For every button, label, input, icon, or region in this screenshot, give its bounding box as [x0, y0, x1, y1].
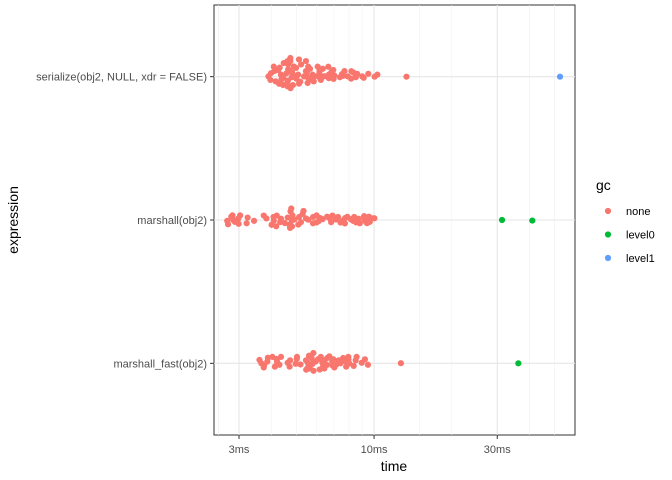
data-point-none — [250, 217, 258, 224]
legend-key-level1 — [604, 254, 612, 262]
data-point-none — [283, 70, 290, 77]
data-point-none — [297, 361, 304, 368]
data-point-level0 — [515, 360, 522, 367]
legend-key-none — [604, 207, 612, 215]
data-point-none — [364, 361, 372, 368]
points — [224, 54, 564, 374]
x-tick-label: 10ms — [361, 444, 388, 456]
data-point-none — [325, 63, 332, 70]
data-point-none — [295, 56, 303, 63]
legend-entries: none level0 level1 — [604, 206, 655, 265]
data-point-none — [268, 221, 275, 228]
data-point-none — [304, 79, 311, 87]
legend-label-level1: level1 — [626, 253, 655, 265]
data-point-none — [316, 366, 323, 373]
y-tick-label: serialize(obj2, NULL, xdr = FALSE) — [36, 72, 207, 84]
data-point-none — [286, 224, 294, 231]
data-point-none — [298, 61, 305, 68]
data-point-none — [332, 216, 340, 223]
data-point-none — [308, 354, 315, 362]
data-point-none — [273, 223, 280, 230]
data-point-none — [285, 61, 292, 68]
legend: gc none level0 level1 — [596, 177, 655, 265]
data-point-none — [267, 76, 274, 84]
data-point-none — [371, 215, 378, 222]
data-point-none — [310, 367, 317, 374]
data-point-none — [336, 74, 344, 81]
data-point-none — [350, 362, 357, 370]
data-point-none — [287, 85, 294, 92]
data-point-none — [331, 364, 338, 371]
data-point-none — [271, 363, 278, 370]
data-point-none — [302, 57, 310, 65]
data-point-none — [365, 70, 372, 77]
data-point-none — [341, 220, 348, 227]
data-point-none — [286, 363, 293, 370]
data-point-level1 — [556, 73, 564, 80]
data-point-none — [358, 359, 365, 366]
data-point-none — [371, 73, 378, 80]
data-point-none — [303, 366, 310, 373]
data-point-none — [403, 73, 410, 80]
data-point-none — [279, 81, 287, 89]
data-point-none — [310, 78, 317, 85]
data-point-level0 — [498, 216, 506, 224]
data-point-none — [317, 76, 324, 84]
y-axis-title: expression — [5, 186, 21, 254]
legend-label-none: none — [626, 206, 650, 218]
data-point-none — [305, 216, 312, 223]
legend-key-level0 — [604, 231, 612, 238]
data-point-none — [397, 360, 404, 367]
data-point-none — [292, 64, 300, 72]
y-tick-label: marshall(obj2) — [137, 215, 207, 227]
data-point-none — [330, 75, 337, 83]
data-point-none — [328, 219, 335, 226]
data-point-none — [321, 365, 328, 372]
data-point-none — [244, 214, 251, 221]
axes: 3ms 10ms 30ms serialize(obj2, NULL, xdr = F… — [36, 72, 511, 456]
data-point-none — [325, 75, 332, 82]
data-point-level0 — [529, 217, 536, 224]
data-point-none — [295, 221, 302, 228]
data-point-none — [278, 76, 285, 83]
data-point-none — [360, 74, 367, 81]
data-point-none — [235, 220, 242, 227]
x-axis-title: time — [381, 458, 408, 474]
data-point-none — [363, 220, 371, 227]
data-point-none — [292, 360, 299, 367]
legend-label-level0: level0 — [626, 230, 655, 242]
data-point-none — [352, 357, 359, 364]
data-point-none — [224, 221, 232, 228]
y-tick-label: marshall_fast(obj2) — [113, 358, 207, 370]
legend-title: gc — [596, 177, 611, 193]
data-point-none — [243, 220, 250, 227]
data-point-none — [343, 363, 350, 370]
data-point-none — [356, 220, 363, 227]
x-tick-label: 3ms — [229, 444, 250, 456]
data-point-none — [260, 364, 267, 371]
data-point-none — [263, 215, 270, 222]
data-point-none — [352, 74, 359, 81]
data-point-none — [293, 355, 300, 363]
data-point-none — [295, 80, 303, 87]
x-tick-label: 30ms — [484, 444, 511, 456]
data-point-none — [348, 75, 355, 82]
data-point-none — [296, 213, 303, 221]
data-point-none — [310, 213, 317, 221]
data-point-none — [309, 220, 317, 227]
